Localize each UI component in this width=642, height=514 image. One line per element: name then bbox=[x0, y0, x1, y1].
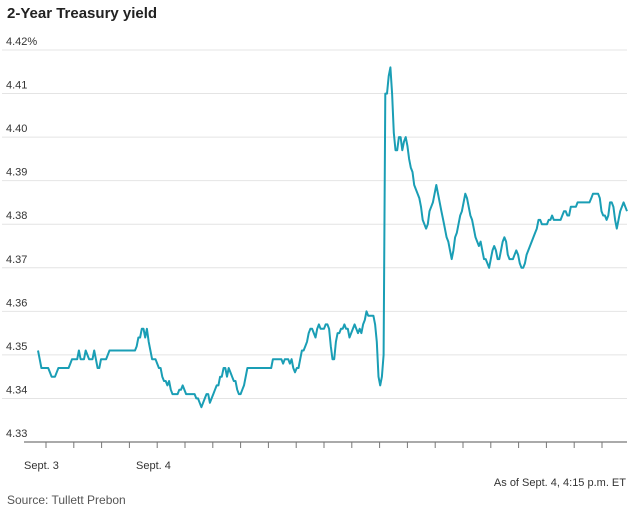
series-line-2yr-yield bbox=[37, 66, 628, 409]
source-note: Source: Tullett Prebon bbox=[7, 493, 126, 507]
y-tick-label: 4.42% bbox=[6, 36, 37, 48]
y-tick-label: 4.38 bbox=[6, 210, 27, 222]
grid-lines bbox=[2, 49, 627, 443]
y-tick-label: 4.35 bbox=[6, 341, 27, 353]
x-tick-label: Sept. 3 bbox=[24, 460, 59, 472]
y-tick-label: 4.36 bbox=[6, 297, 27, 309]
y-tick-label: 4.41 bbox=[6, 80, 27, 92]
chart-title: 2-Year Treasury yield bbox=[7, 5, 158, 22]
y-tick-label: 4.34 bbox=[6, 384, 27, 396]
timestamp-note: As of Sept. 4, 4:15 p.m. ET bbox=[493, 477, 626, 489]
y-tick-label: 4.33 bbox=[6, 428, 27, 440]
y-tick-labels: 4.42% 4.41 4.40 4.39 4.38 4.37 4.36 4.35 4.34 4.3… bbox=[6, 36, 37, 440]
y-tick-label: 4.37 bbox=[6, 254, 27, 266]
y-tick-label: 4.39 bbox=[6, 167, 27, 179]
y-tick-label: 4.40 bbox=[6, 123, 27, 135]
x-axis: Sept. 3 Sept. 4 bbox=[24, 442, 603, 472]
x-tick-label: Sept. 4 bbox=[136, 460, 171, 472]
